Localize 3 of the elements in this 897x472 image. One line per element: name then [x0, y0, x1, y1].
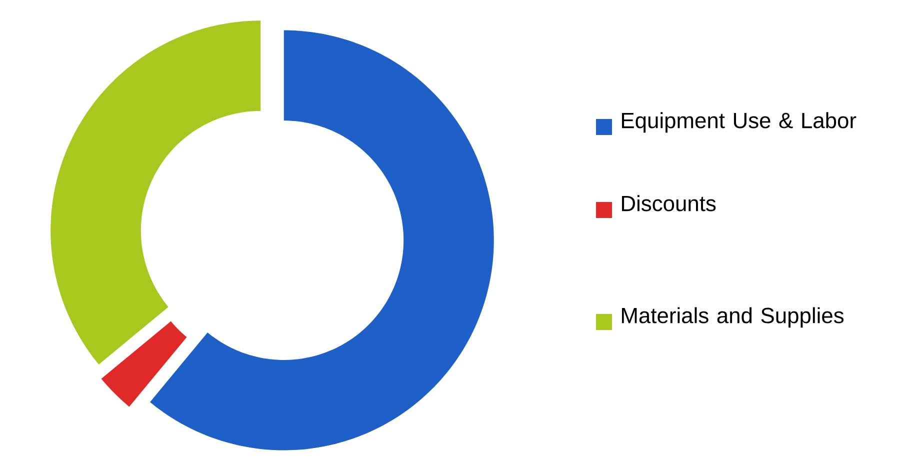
- legend-label: Discounts: [622, 195, 716, 212]
- legend-label: Equipment Use & Labor: [622, 112, 856, 133]
- legend-label: Materials and Supplies: [622, 307, 844, 328]
